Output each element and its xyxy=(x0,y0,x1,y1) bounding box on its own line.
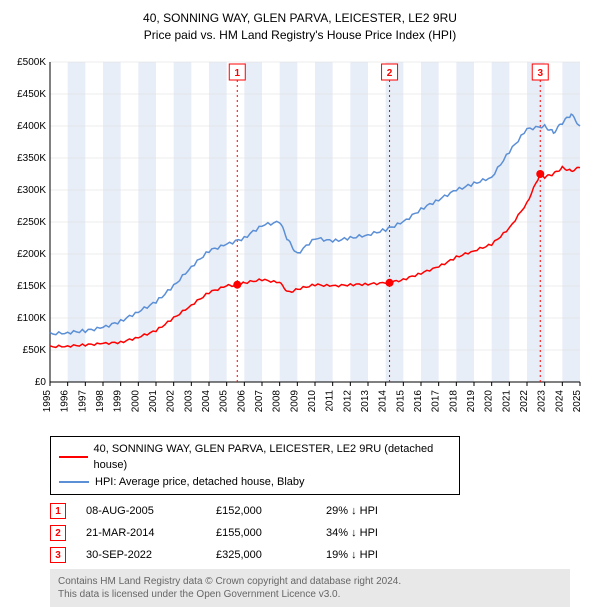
svg-text:2004: 2004 xyxy=(201,389,212,412)
svg-text:2025: 2025 xyxy=(572,389,583,412)
svg-text:£0: £0 xyxy=(35,377,47,388)
sale-price: £155,000 xyxy=(216,527,306,539)
sale-price: £152,000 xyxy=(216,505,306,517)
sale-price: £325,000 xyxy=(216,549,306,561)
svg-text:2013: 2013 xyxy=(360,389,371,412)
sale-diff: 29% ↓ HPI xyxy=(326,505,416,517)
legend-row-property: 40, SONNING WAY, GLEN PARVA, LEICESTER, … xyxy=(59,441,451,474)
legend-box: 40, SONNING WAY, GLEN PARVA, LEICESTER, … xyxy=(50,436,460,496)
svg-text:1995: 1995 xyxy=(42,389,53,412)
svg-text:3: 3 xyxy=(537,68,543,79)
svg-text:2023: 2023 xyxy=(537,389,548,412)
svg-text:2003: 2003 xyxy=(183,389,194,412)
svg-text:2010: 2010 xyxy=(307,389,318,412)
legend-swatch-hpi xyxy=(59,481,89,483)
svg-text:2000: 2000 xyxy=(130,389,141,412)
svg-text:2006: 2006 xyxy=(236,389,247,412)
svg-text:£200K: £200K xyxy=(17,249,46,260)
footer-line-1: Contains HM Land Registry data © Crown c… xyxy=(58,575,562,588)
sale-diff: 34% ↓ HPI xyxy=(326,527,416,539)
svg-text:1997: 1997 xyxy=(77,389,88,412)
svg-text:2016: 2016 xyxy=(413,389,424,412)
svg-text:2012: 2012 xyxy=(342,389,353,412)
svg-text:1: 1 xyxy=(234,68,240,79)
svg-text:£300K: £300K xyxy=(17,185,46,196)
svg-text:£250K: £250K xyxy=(17,217,46,228)
sales-table: 1 08-AUG-2005 £152,000 29% ↓ HPI 2 21-MAR-201… xyxy=(50,503,590,563)
svg-text:2017: 2017 xyxy=(431,389,442,412)
svg-text:1999: 1999 xyxy=(113,389,124,412)
svg-text:2008: 2008 xyxy=(272,389,283,412)
svg-text:2002: 2002 xyxy=(166,389,177,412)
sale-date: 08-AUG-2005 xyxy=(86,505,196,517)
title-line-2: Price paid vs. HM Land Registry's House … xyxy=(10,27,590,44)
svg-text:£400K: £400K xyxy=(17,121,46,132)
sales-row: 3 30-SEP-2022 £325,000 19% ↓ HPI xyxy=(50,547,590,563)
sales-row: 1 08-AUG-2005 £152,000 29% ↓ HPI xyxy=(50,503,590,519)
svg-text:2018: 2018 xyxy=(448,389,459,412)
legend-label-hpi: HPI: Average price, detached house, Blab… xyxy=(95,474,305,491)
sale-date: 21-MAR-2014 xyxy=(86,527,196,539)
svg-text:2014: 2014 xyxy=(378,389,389,412)
svg-text:2022: 2022 xyxy=(519,389,530,412)
legend-swatch-property xyxy=(59,456,88,458)
svg-text:2011: 2011 xyxy=(325,389,336,411)
svg-text:£150K: £150K xyxy=(17,281,46,292)
sale-date: 30-SEP-2022 xyxy=(86,549,196,561)
svg-text:1996: 1996 xyxy=(60,389,71,412)
svg-text:2021: 2021 xyxy=(501,389,512,412)
sale-marker-icon: 2 xyxy=(50,525,66,541)
svg-text:2: 2 xyxy=(387,68,393,79)
sale-diff: 19% ↓ HPI xyxy=(326,549,416,561)
svg-text:£350K: £350K xyxy=(17,153,46,164)
svg-text:2020: 2020 xyxy=(484,389,495,412)
svg-text:£100K: £100K xyxy=(17,313,46,324)
line-chart-svg: £0 £50K £100K £150K £200K £250K £300K £350K £400… xyxy=(10,52,590,432)
svg-text:£500K: £500K xyxy=(17,57,46,68)
sales-row: 2 21-MAR-2014 £155,000 34% ↓ HPI xyxy=(50,525,590,541)
svg-text:£50K: £50K xyxy=(23,345,47,356)
svg-text:2019: 2019 xyxy=(466,389,477,412)
footer-note: Contains HM Land Registry data © Crown c… xyxy=(50,569,570,607)
svg-text:1998: 1998 xyxy=(95,389,106,412)
svg-text:2001: 2001 xyxy=(148,389,159,412)
svg-text:2009: 2009 xyxy=(289,389,300,412)
svg-text:£450K: £450K xyxy=(17,89,46,100)
sale-marker-icon: 3 xyxy=(50,547,66,563)
sale-marker-icon: 1 xyxy=(50,503,66,519)
legend-row-hpi: HPI: Average price, detached house, Blab… xyxy=(59,474,451,491)
svg-text:2015: 2015 xyxy=(395,389,406,412)
chart-title: 40, SONNING WAY, GLEN PARVA, LEICESTER, … xyxy=(10,10,590,44)
title-line-1: 40, SONNING WAY, GLEN PARVA, LEICESTER, … xyxy=(10,10,590,27)
legend-label-property: 40, SONNING WAY, GLEN PARVA, LEICESTER, … xyxy=(94,441,452,474)
svg-text:2024: 2024 xyxy=(554,389,565,412)
svg-text:2007: 2007 xyxy=(254,389,265,412)
chart-container: 40, SONNING WAY, GLEN PARVA, LEICESTER, … xyxy=(0,0,600,590)
chart-plot-area: £0 £50K £100K £150K £200K £250K £300K £350K £400… xyxy=(10,52,590,432)
svg-text:2005: 2005 xyxy=(219,389,230,412)
footer-line-2: This data is licensed under the Open Gov… xyxy=(58,588,562,601)
